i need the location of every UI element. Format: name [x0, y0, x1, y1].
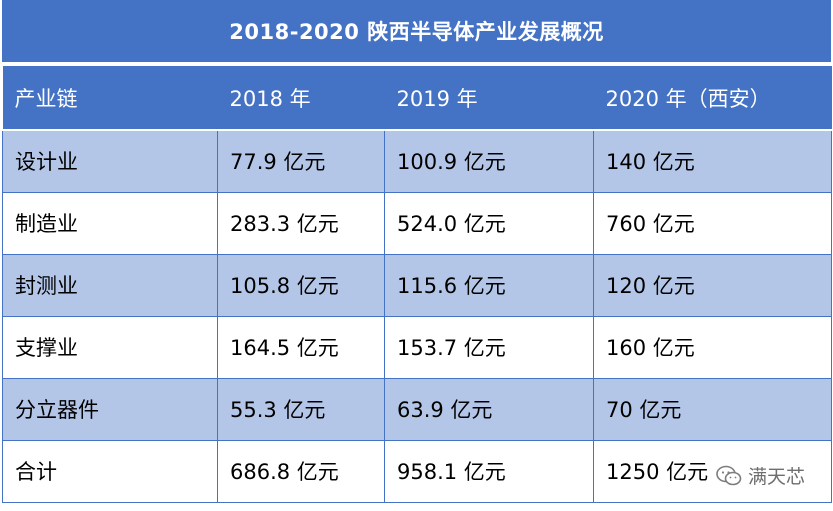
- value-2018: 105.8 亿元: [217, 253, 385, 317]
- row-label: 分立器件: [2, 377, 218, 441]
- watermark: 满天芯: [716, 462, 805, 489]
- row-label: 支撑业: [2, 315, 218, 379]
- row-label: 合计: [2, 439, 218, 503]
- data-table: 产业链 2018 年 2019 年 2020 年（西安） 设计业 77.9 亿元…: [2, 66, 832, 503]
- value-2020: 140 亿元: [593, 129, 832, 193]
- table-row: 制造业 283.3 亿元 524.0 亿元 760 亿元: [2, 191, 832, 255]
- value-2018: 686.8 亿元: [217, 439, 385, 503]
- value-2019: 115.6 亿元: [384, 253, 594, 317]
- table-row: 分立器件 55.3 亿元 63.9 亿元 70 亿元: [2, 377, 832, 441]
- header-2019: 2019 年: [384, 66, 594, 131]
- title-divider: [2, 62, 831, 66]
- value-2020: 160 亿元: [593, 315, 832, 379]
- value-2020: 120 亿元: [593, 253, 832, 317]
- row-label: 封测业: [2, 253, 218, 317]
- value-2019: 524.0 亿元: [384, 191, 594, 255]
- header-industry-chain: 产业链: [2, 66, 218, 131]
- value-2020: 1250 亿元: [593, 439, 832, 503]
- table-row: 支撑业 164.5 亿元 153.7 亿元 160 亿元: [2, 315, 832, 379]
- row-label: 制造业: [2, 191, 218, 255]
- value-2019: 958.1 亿元: [384, 439, 594, 503]
- value-2019: 63.9 亿元: [384, 377, 594, 441]
- value-2018: 55.3 亿元: [217, 377, 385, 441]
- value-2020: 70 亿元: [593, 377, 832, 441]
- value-2019: 153.7 亿元: [384, 315, 594, 379]
- table-row: 合计 686.8 亿元 958.1 亿元 1250 亿元: [2, 439, 832, 503]
- value-2018: 164.5 亿元: [217, 315, 385, 379]
- table-title: 2018-2020 陕西半导体产业发展概况: [2, 0, 831, 62]
- value-2019: 100.9 亿元: [384, 129, 594, 193]
- row-label: 设计业: [2, 129, 218, 193]
- table-row: 设计业 77.9 亿元 100.9 亿元 140 亿元: [2, 129, 832, 193]
- value-2018: 77.9 亿元: [217, 129, 385, 193]
- header-row: 产业链 2018 年 2019 年 2020 年（西安）: [2, 66, 832, 131]
- table-title-text: 2018-2020 陕西半导体产业发展概况: [229, 20, 604, 44]
- header-2020-xian: 2020 年（西安）: [593, 66, 832, 131]
- wechat-icon: [716, 465, 742, 487]
- table-row: 封测业 105.8 亿元 115.6 亿元 120 亿元: [2, 253, 832, 317]
- value-2020: 760 亿元: [593, 191, 832, 255]
- header-2018: 2018 年: [217, 66, 385, 131]
- watermark-text: 满天芯: [747, 466, 805, 488]
- value-2018: 283.3 亿元: [217, 191, 385, 255]
